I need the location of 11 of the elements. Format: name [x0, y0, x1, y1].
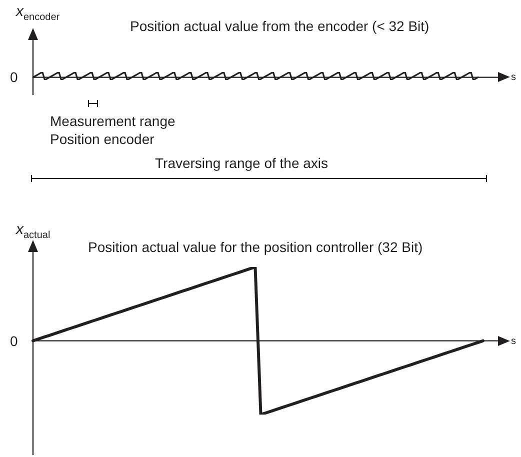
chart-title: Position actual value for the position controller (32 Bit)	[88, 239, 423, 255]
x-axis-title: s	[511, 336, 516, 347]
x-axis-title: s	[511, 72, 516, 84]
y-axis-title: x$_{encoder}$	[16, 3, 60, 25]
chart-title: Position actual value from the encoder (< 32 Bit)	[130, 18, 430, 34]
y-axis-title: x$_{actual}$	[16, 221, 50, 243]
text: 0	[10, 332, 18, 349]
text: Position encoder	[50, 131, 154, 147]
text: Traversing range of the axis	[155, 155, 328, 171]
text: 0	[10, 69, 18, 86]
text: Measurement range	[50, 113, 176, 129]
